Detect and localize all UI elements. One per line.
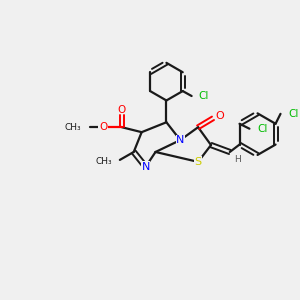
Text: O: O <box>118 105 126 116</box>
Text: Cl: Cl <box>199 91 209 101</box>
Text: Cl: Cl <box>288 109 299 119</box>
Text: S: S <box>194 157 202 167</box>
Text: N: N <box>176 135 184 145</box>
Text: H: H <box>234 155 241 164</box>
Text: O: O <box>215 111 224 121</box>
Text: N: N <box>141 162 150 172</box>
Text: Cl: Cl <box>257 124 268 134</box>
Text: CH₃: CH₃ <box>64 123 81 132</box>
Text: O: O <box>99 122 107 132</box>
Text: CH₃: CH₃ <box>95 158 112 166</box>
